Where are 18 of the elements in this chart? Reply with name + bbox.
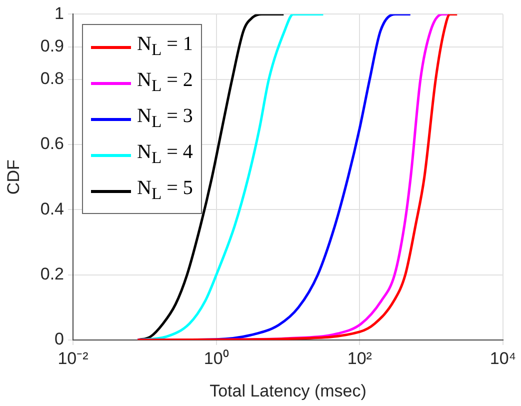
y-tick-label: 0.9	[40, 36, 64, 56]
y-tick-label: 0	[54, 330, 64, 349]
y-axis-title: CDF	[4, 160, 23, 195]
x-tick-label: 10⁴	[490, 348, 516, 368]
legend-label: N$_{L}$ = 3	[137, 104, 193, 133]
y-tick-label: 0.2	[40, 264, 64, 284]
legend-label: N$_{L}$ = 2	[137, 68, 193, 97]
y-tick-label: 0.6	[40, 134, 64, 154]
legend-label: N$_{L}$ = 1	[137, 32, 193, 61]
legend-label: N$_{L}$ = 4	[137, 140, 193, 169]
y-tick-label: 1	[54, 4, 64, 23]
legend-label: N$_{L}$ = 5	[137, 176, 193, 205]
y-tick-label: 0.8	[40, 69, 64, 88]
x-axis-title: Total Latency (msec)	[210, 381, 366, 400]
x-tick-label: 10²	[347, 348, 372, 368]
y-tick-label: 0.4	[40, 199, 64, 218]
x-tick-label: 10⁰	[204, 348, 229, 368]
x-tick-label: 10⁻²	[58, 348, 89, 368]
